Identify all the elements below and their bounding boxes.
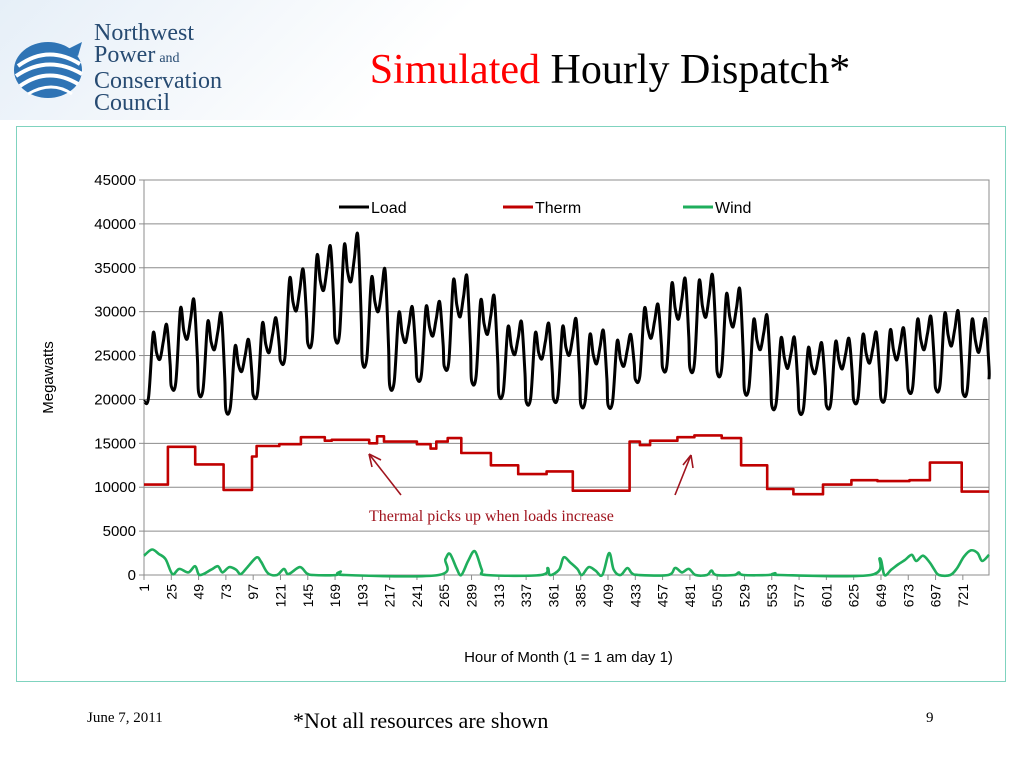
x-tick-label: 361	[545, 584, 561, 608]
logo-line-2: Power and	[94, 42, 180, 68]
y-tick-label: 20000	[94, 391, 136, 408]
series-line-wind	[143, 548, 990, 578]
x-tick-label: 433	[627, 584, 643, 608]
page-number: 9	[926, 710, 934, 726]
x-tick-label: 457	[655, 584, 671, 608]
slide-date: June 7, 2011	[87, 710, 163, 726]
x-tick-label: 577	[791, 584, 807, 608]
logo-text: Northwest Power and Conservation Council	[94, 20, 222, 116]
annotation-arrowhead-left	[368, 453, 382, 468]
x-tick-label: 721	[955, 584, 971, 608]
y-tick-label: 30000	[94, 304, 136, 321]
x-tick-label: 385	[573, 584, 589, 608]
salmon-logo-icon	[14, 42, 84, 98]
x-tick-label: 73	[218, 584, 234, 600]
y-tick-label: 25000	[94, 348, 136, 365]
logo-line-1: Northwest	[94, 20, 194, 46]
x-tick-label: 169	[327, 584, 343, 608]
x-tick-label: 481	[682, 584, 698, 608]
x-tick-label: 313	[491, 584, 507, 608]
x-tick-label: 217	[382, 584, 398, 608]
annotation-arrowhead-right	[682, 454, 694, 469]
annotation-arrow-right	[674, 454, 692, 496]
x-axis-title: Hour of Month (1 = 1 am day 1)	[464, 649, 673, 666]
x-tick-label: 97	[245, 584, 261, 600]
legend-label-therm: Therm	[535, 200, 581, 217]
x-tick-label: 673	[900, 584, 916, 608]
y-tick-label: 5000	[103, 523, 136, 540]
y-tick-label: 15000	[94, 435, 136, 452]
legend-label-wind: Wind	[715, 200, 751, 217]
y-tick-label: 45000	[94, 172, 136, 189]
x-tick-label: 505	[709, 584, 725, 608]
y-tick-label: 10000	[94, 479, 136, 496]
x-tick-label: 649	[873, 584, 889, 608]
series-line-load	[142, 231, 991, 417]
annotation-text: Thermal picks up when loads increase	[369, 508, 614, 525]
x-tick-label: 145	[300, 584, 316, 608]
x-tick-label: 265	[436, 584, 452, 608]
y-tick-label: 35000	[94, 260, 136, 277]
x-tick-label: 625	[846, 584, 862, 608]
title-rest: Hourly Dispatch*	[550, 47, 851, 93]
x-tick-label: 1	[136, 584, 152, 592]
y-axis-title: Megawatts	[40, 341, 57, 414]
x-tick-label: 25	[163, 584, 179, 600]
x-tick-label: 193	[354, 584, 370, 608]
chart-frame: 0 5000 10000 15000 20000 25000 30000 35000 40000…	[16, 126, 1006, 682]
footnote: *Not all resources are shown	[293, 708, 549, 733]
x-tick-label: 49	[191, 584, 207, 600]
annotation-arrow-left	[368, 453, 402, 496]
x-tick-label: 601	[818, 584, 834, 608]
legend-label-load: Load	[371, 200, 407, 217]
y-tick-label: 40000	[94, 216, 136, 233]
title-accent: Simulated	[369, 47, 541, 93]
x-tick-label: 289	[464, 584, 480, 608]
slide-title: Simulated Hourly Dispatch*	[0, 44, 1024, 96]
x-tick-label: 697	[928, 584, 944, 608]
y-tick-label: 0	[128, 567, 136, 584]
x-tick-label: 553	[764, 584, 780, 608]
slide-header: Northwest Power and Conservation Council …	[0, 0, 1024, 120]
logo-line-3: Conservation	[94, 68, 222, 94]
x-tick-label: 409	[600, 584, 616, 608]
council-logo: Northwest Power and Conservation Council	[8, 20, 248, 115]
x-tick-label: 337	[518, 584, 534, 608]
logo-line-4: Council	[94, 90, 170, 116]
x-tick-label: 241	[409, 584, 425, 608]
x-tick-label: 121	[272, 584, 288, 608]
dispatch-chart: 0 5000 10000 15000 20000 25000 30000 35000 40000…	[40, 172, 991, 666]
x-tick-label: 529	[736, 584, 752, 608]
series-line-therm	[144, 434, 989, 496]
